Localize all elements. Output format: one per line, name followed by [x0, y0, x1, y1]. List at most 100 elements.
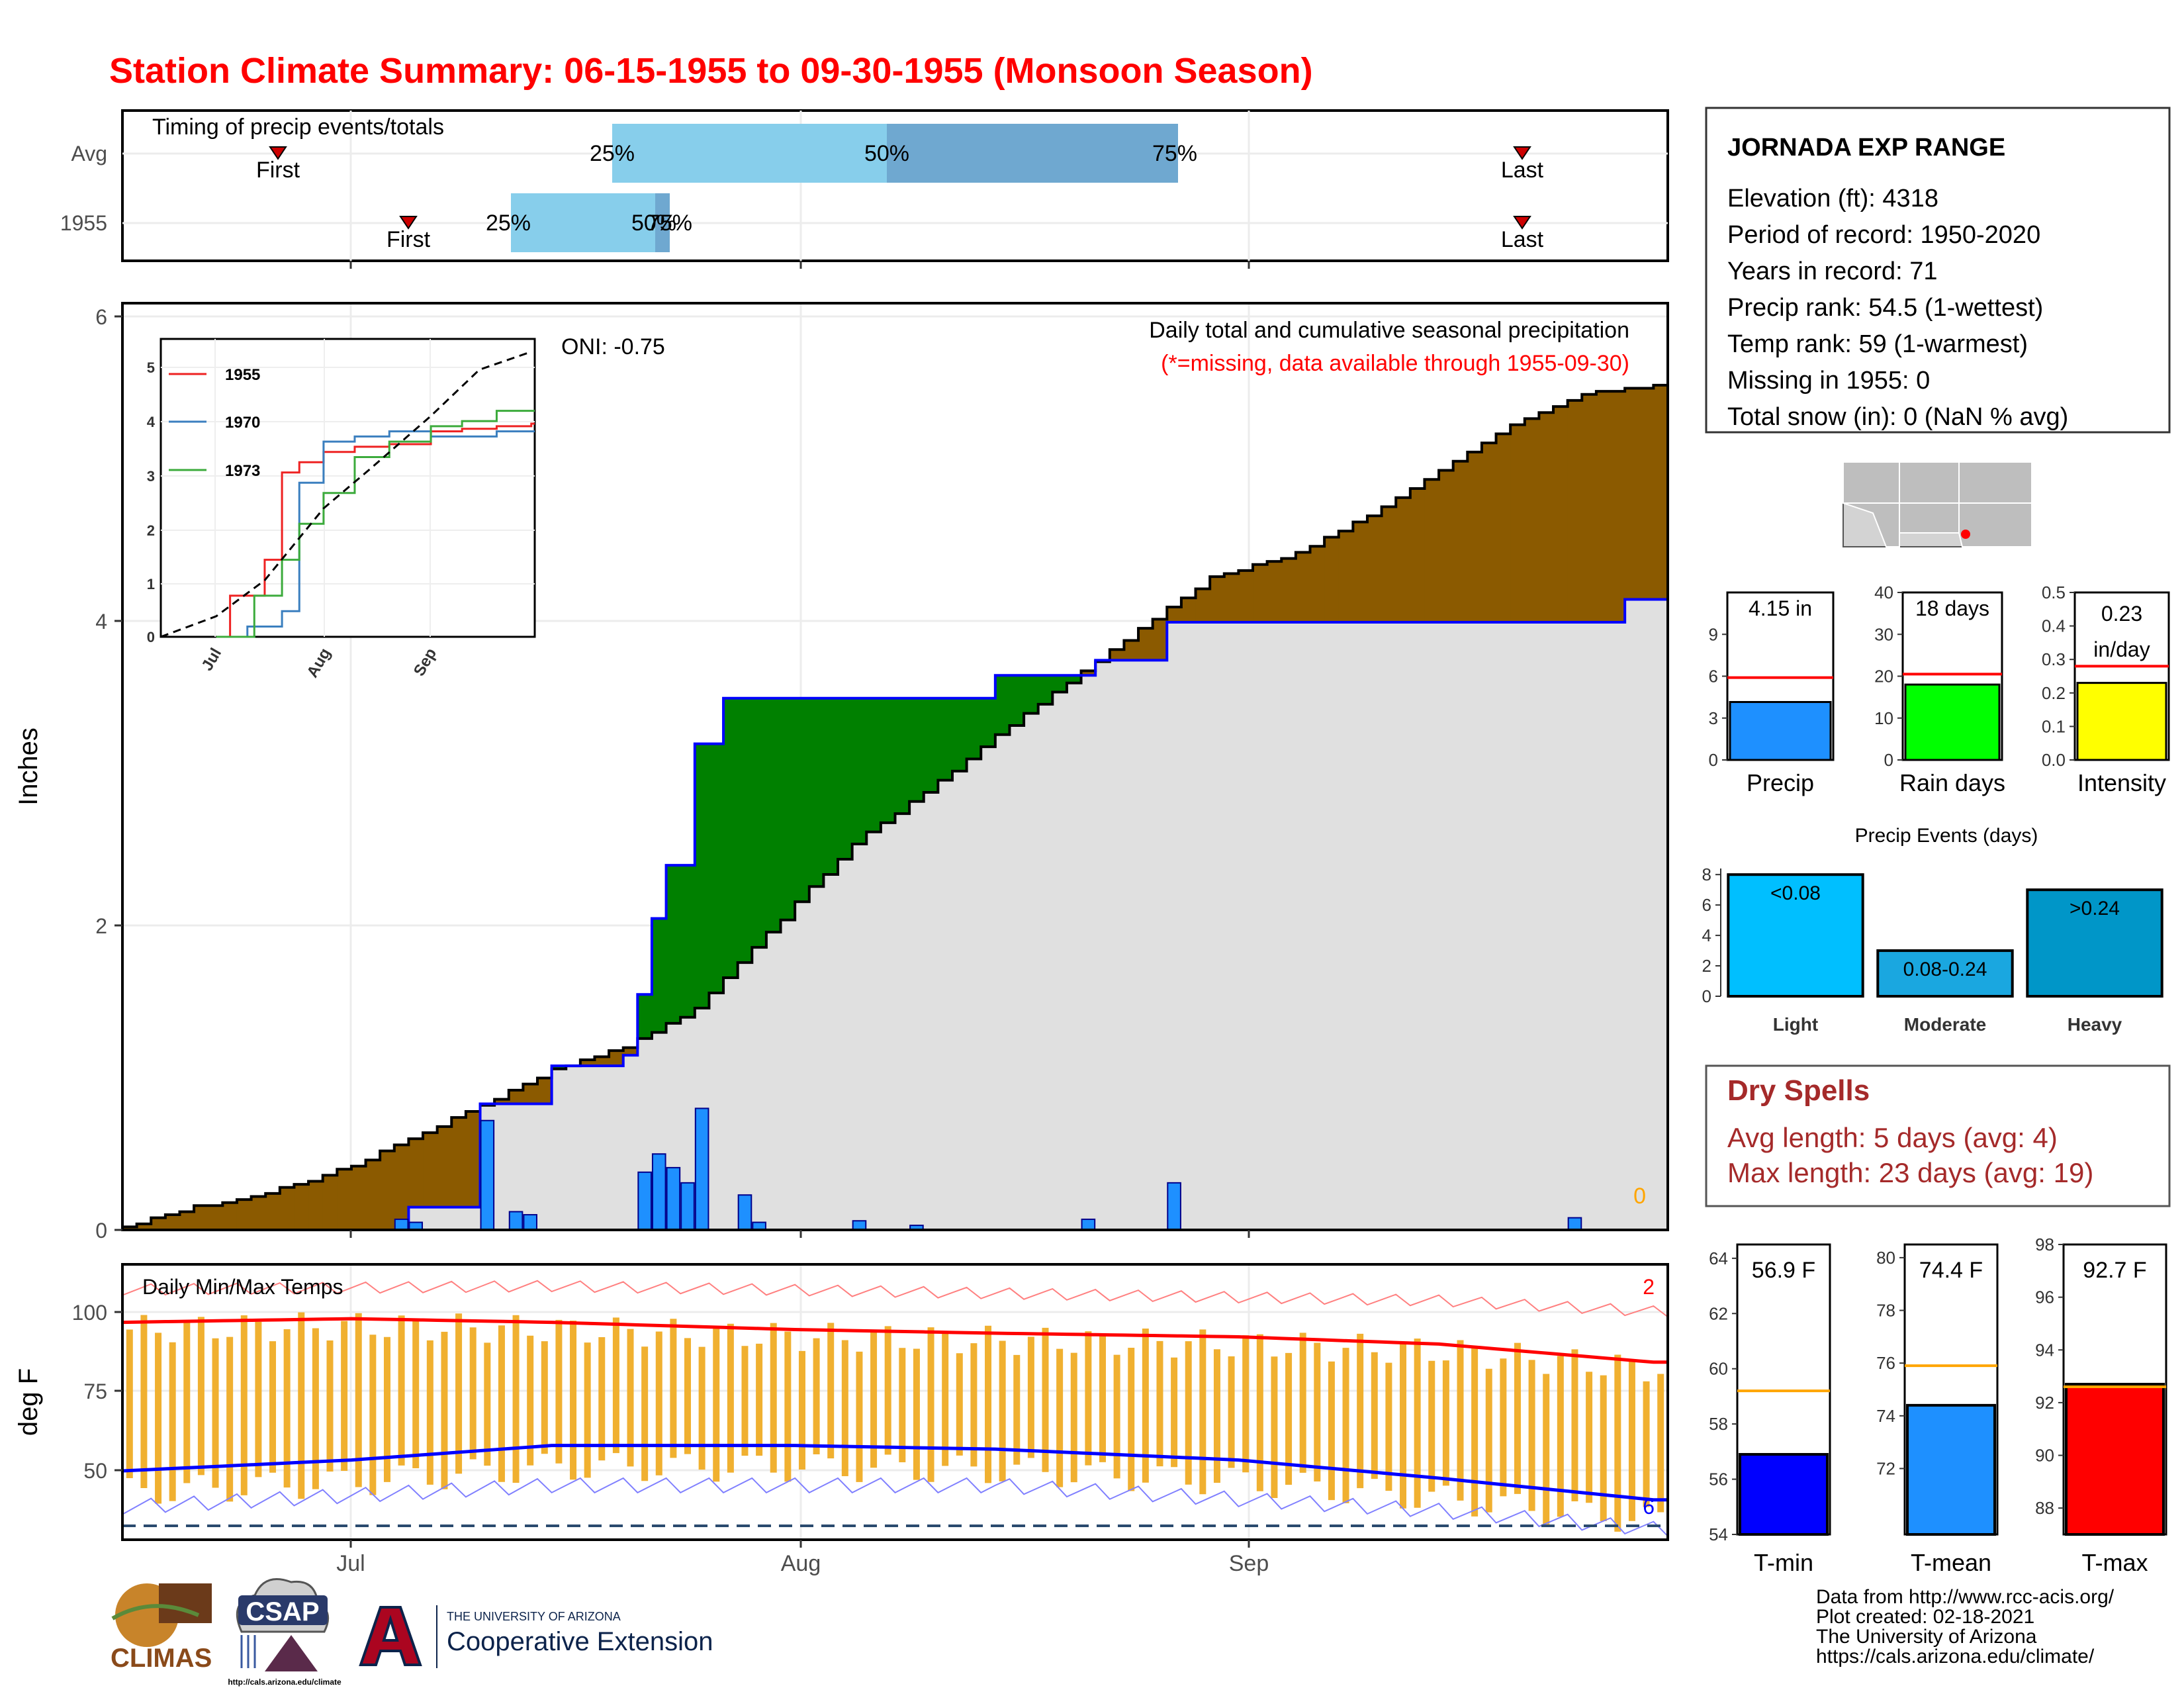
summary-ytick: 0.5 [2042, 583, 2066, 602]
inset-lines-layer [160, 350, 535, 638]
above-avg-area-segment [1066, 675, 1082, 683]
gray-area-segment [1124, 660, 1139, 1230]
below-avg-area-segment [351, 1166, 367, 1230]
below-avg-area-segment [337, 1169, 352, 1230]
below-avg-area-segment [365, 1160, 381, 1230]
station-period: Period of record: 1950-2020 [1727, 221, 2040, 249]
temp-value-bar [1739, 1453, 1829, 1536]
below-avg-area-segment [1582, 394, 1597, 622]
gray-area-segment [437, 1207, 452, 1230]
below-avg-area-segment [451, 1117, 467, 1207]
inset-chart: 0 1 2 3 4 5 Jul Aug Sep 1955 1970 1973 [147, 338, 536, 680]
timing-avg-first-label: First [256, 158, 300, 183]
summary-ytick: 3 [1709, 708, 1718, 728]
below-avg-area-segment [437, 1126, 452, 1207]
gray-area-segment [823, 874, 839, 1230]
daily-precip-bar [480, 1119, 495, 1231]
timing-1955-q1-bar [511, 193, 655, 252]
timing-1955-p25: 25% [486, 211, 531, 236]
gray-area-segment [580, 1066, 596, 1230]
gray-area-segment [523, 1103, 538, 1230]
below-avg-area-segment [1224, 573, 1239, 622]
ua-logo: THE UNIVERSITY OF ARIZONA Cooperative Ex… [359, 1605, 713, 1668]
below-avg-area-segment [1496, 434, 1511, 622]
gray-area-segment [1367, 622, 1383, 1230]
below-avg-area-segment [194, 1205, 209, 1230]
csap-text: CSAP [246, 1597, 319, 1626]
timing-tick-marks [349, 261, 1250, 269]
gray-area-segment [508, 1103, 523, 1230]
below-avg-area-segment [1267, 561, 1282, 622]
below-avg-area-segment [1381, 506, 1396, 622]
temp-axis-ticks [114, 1311, 1250, 1548]
ua-a-icon [359, 1606, 422, 1666]
station-missing: Missing in 1955: 0 [1727, 367, 1930, 395]
summary-ytick: 0.4 [2042, 616, 2066, 636]
gray-area-segment [1267, 622, 1282, 1230]
temp-summary-bars: 54 56 58 60 62 64 56.9 F T-min 72 74 76 78 80 74.4 F T… [1709, 1235, 2167, 1576]
below-avg-area-segment [136, 1223, 152, 1230]
dry-spells-avg: Avg length: 5 days (avg: 4) [1727, 1122, 2058, 1153]
station-snow: Total snow (in): 0 (NaN % avg) [1727, 403, 2068, 431]
below-avg-area-segment [1639, 388, 1654, 600]
gray-area-segment [1210, 622, 1225, 1230]
gray-area-segment [609, 1066, 624, 1230]
gray-area-segment [1424, 622, 1439, 1230]
gray-area-segment [852, 844, 867, 1230]
daily-precip-bar [852, 1220, 867, 1231]
summary-bars: 0 3 6 9 4.15 in Precip 0 10 20 30 40 18 days Rain da… [1709, 583, 2170, 796]
daily-precip-bar [694, 1107, 709, 1231]
events-bar [1876, 949, 2014, 998]
below-avg-area-segment [580, 1059, 596, 1066]
below-avg-area-segment [1367, 516, 1383, 622]
below-avg-area-segment [1195, 588, 1210, 622]
temp-ytick: 54 [1709, 1524, 1728, 1544]
gray-area-segment [952, 771, 968, 1230]
above-avg-area-segment [923, 698, 938, 793]
gray-area-segment [1467, 622, 1482, 1230]
inset-avg-line [160, 350, 532, 638]
gray-area-segment [909, 801, 925, 1230]
gray-area-segment [551, 1068, 567, 1230]
daily-precip-bar [737, 1194, 752, 1231]
inset-yticks: 0 1 2 3 4 5 [147, 359, 156, 645]
gray-area-segment [1167, 622, 1182, 1230]
temp-ytick: 92 [2035, 1393, 2054, 1413]
gray-area-segment [723, 978, 739, 1230]
dry-spells-frame [1705, 1064, 2171, 1207]
above-avg-area-segment [752, 698, 767, 948]
gray-area-segment [1310, 622, 1325, 1230]
temp-ytick: 74 [1876, 1406, 1895, 1426]
gray-area-segment [1238, 622, 1253, 1230]
timing-title: Timing of precip events/totals [152, 115, 444, 140]
below-avg-area-segment [1324, 537, 1340, 622]
csap-mountain-icon [265, 1635, 318, 1671]
daily-precip-bar [508, 1211, 523, 1231]
events-bar-label: 0.08-0.24 [1903, 959, 1987, 980]
temp-ytick: 60 [1709, 1359, 1728, 1379]
gray-area-segment [1324, 622, 1340, 1230]
below-avg-area-segment [1124, 640, 1139, 661]
oni-label: ONI: -0.75 [561, 334, 665, 359]
station-info-frame [1705, 107, 2171, 434]
temp-ytick: 98 [2035, 1235, 2054, 1254]
temp-ytick: 58 [1709, 1414, 1728, 1434]
gray-area-segment [880, 822, 896, 1230]
gray-area-segment [1510, 622, 1525, 1230]
above-avg-area-segment [938, 698, 953, 780]
gray-area-segment [1481, 622, 1497, 1230]
xtick-jul: Jul [336, 1551, 365, 1576]
below-avg-area-segment [380, 1150, 395, 1230]
dry-spells-max: Max length: 23 days (avg: 19) [1727, 1157, 2093, 1188]
events-ytick: 0 [1702, 986, 1711, 1006]
below-avg-area-segment [1353, 522, 1368, 622]
gray-area-segment [1453, 622, 1468, 1230]
temp-ytick-100: 100 [72, 1301, 107, 1325]
timing-1955-q2-bar [655, 193, 670, 252]
gray-area-segment [1353, 622, 1368, 1230]
summary-ytick: 0.1 [2042, 716, 2066, 736]
gray-area-segment [1295, 622, 1311, 1230]
station-elevation: Elevation (ft): 4318 [1727, 185, 1938, 212]
gray-area-segment [795, 902, 810, 1230]
below-avg-area-segment [1167, 607, 1182, 622]
